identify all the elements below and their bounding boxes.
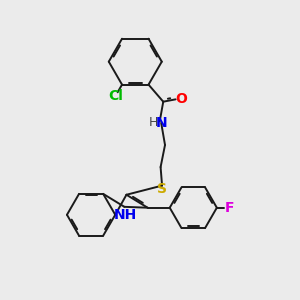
Text: NH: NH [113,208,136,222]
Text: N: N [155,116,167,130]
Text: H: H [148,116,158,129]
Text: O: O [175,92,187,106]
Text: S: S [157,182,167,196]
Text: F: F [224,201,234,215]
Text: Cl: Cl [108,89,123,103]
